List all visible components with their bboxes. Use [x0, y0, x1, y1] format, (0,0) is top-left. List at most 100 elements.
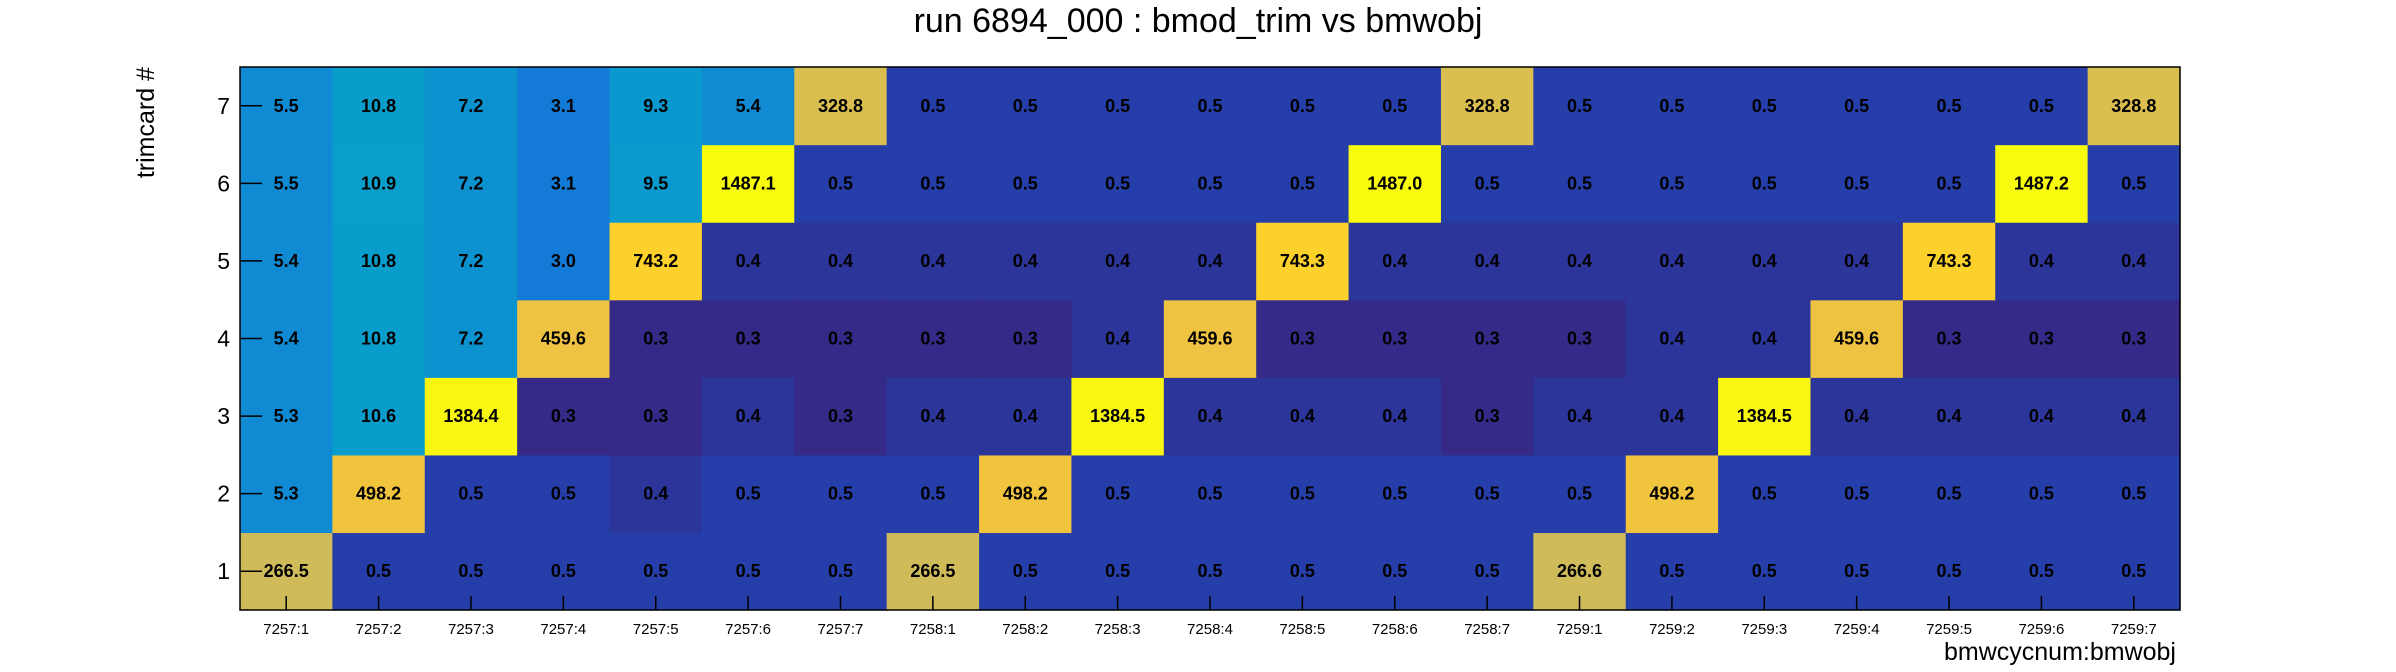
heatmap-cell [1902, 299, 1996, 378]
cell-value-label: 5.5 [274, 173, 299, 193]
cell-value-label: 0.5 [1290, 561, 1315, 581]
cell-value-label: 498.2 [356, 484, 401, 504]
cell-value-label: 0.4 [1013, 406, 1038, 426]
cell-value-label: 0.5 [2121, 561, 2146, 581]
x-tick-label: 7257:5 [633, 621, 679, 638]
heatmap-cell [424, 377, 518, 456]
x-tick-label: 7258:1 [910, 621, 956, 638]
cell-value-label: 0.5 [2029, 484, 2054, 504]
cell-value-label: 459.6 [1834, 329, 1879, 349]
heatmap-cell [332, 299, 426, 378]
heatmap-cell [609, 377, 703, 456]
heatmap-cell [1533, 377, 1627, 456]
x-tick-label: 7257:6 [725, 621, 771, 638]
heatmap-cell [979, 144, 1073, 223]
cell-value-label: 0.4 [1567, 406, 1592, 426]
cell-value-label: 0.5 [1475, 561, 1500, 581]
heatmap-cell [2087, 299, 2181, 378]
y-tick-label: 4 [217, 326, 230, 352]
cell-value-label: 0.5 [551, 561, 576, 581]
cell-value-label: 3.1 [551, 96, 576, 116]
heatmap-cell [332, 222, 426, 301]
cell-value-label: 5.3 [274, 406, 299, 426]
heatmap-cell [1625, 377, 1719, 456]
x-tick-label: 7259:4 [1834, 621, 1880, 638]
heatmap-cell [1440, 144, 1534, 223]
cell-value-label: 0.3 [2029, 329, 2054, 349]
heatmap-cell [1163, 144, 1257, 223]
heatmap-cell [1071, 144, 1165, 223]
heatmap-cell [1718, 299, 1812, 378]
cell-value-label: 0.4 [1659, 251, 1684, 271]
heatmap-cell [609, 67, 703, 146]
x-tick-label: 7259:7 [2111, 621, 2157, 638]
cell-value-label: 0.5 [1567, 173, 1592, 193]
heatmap-cell [1256, 144, 1350, 223]
cell-value-label: 0.5 [1013, 561, 1038, 581]
x-axis-title: bmwcycnum:bmwobj [1944, 638, 2176, 666]
cell-value-label: 0.5 [2029, 96, 2054, 116]
cell-value-label: 0.5 [828, 173, 853, 193]
cell-value-label: 0.3 [1475, 329, 1500, 349]
x-tick-label: 7258:3 [1095, 621, 1141, 638]
x-tick-label: 7257:2 [356, 621, 402, 638]
cell-value-label: 459.6 [541, 329, 586, 349]
x-tick-label: 7258:6 [1372, 621, 1418, 638]
heatmap-cell [886, 299, 980, 378]
x-tick-label: 7258:4 [1187, 621, 1233, 638]
cell-value-label: 0.5 [828, 561, 853, 581]
heatmap-cell [1533, 67, 1627, 146]
cell-value-label: 0.5 [1752, 173, 1777, 193]
heatmap-cell [517, 67, 611, 146]
heatmap-cell [609, 144, 703, 223]
heatmap-cell [332, 67, 426, 146]
heatmap-cell [1625, 144, 1719, 223]
cell-value-label: 266.6 [1557, 561, 1602, 581]
heatmap-cell [1348, 67, 1442, 146]
heatmap-cell [1625, 67, 1719, 146]
heatmap-cell [1071, 67, 1165, 146]
heatmap-cell [1718, 454, 1812, 534]
cell-value-label: 0.5 [1567, 484, 1592, 504]
heatmap-cell [794, 454, 888, 534]
heatmap-cell [886, 454, 980, 534]
cell-value-label: 10.6 [361, 406, 396, 426]
heatmap-cell [424, 454, 518, 534]
heatmap-cell [1440, 222, 1534, 301]
cell-value-label: 0.5 [1290, 96, 1315, 116]
heatmap-cell [2087, 454, 2181, 534]
cell-value-label: 0.4 [1567, 251, 1592, 271]
y-tick-label: 6 [217, 170, 230, 196]
heatmap-cell [886, 222, 980, 301]
cell-value-label: 743.3 [1927, 251, 1972, 271]
y-axis-ticks: 1 2 3 4 5 6 7 [217, 93, 262, 584]
cell-value-label: 0.5 [1659, 561, 1684, 581]
heatmap-cell [1256, 454, 1350, 534]
cell-value-label: 0.4 [2029, 251, 2054, 271]
cell-value-label: 1487.0 [1367, 173, 1422, 193]
heatmap-cell [1440, 454, 1534, 534]
heatmap-cell [1625, 454, 1719, 534]
cell-value-label: 0.4 [1290, 406, 1315, 426]
cell-value-label: 0.4 [920, 251, 945, 271]
cell-value-label: 9.3 [643, 96, 668, 116]
cell-value-label: 7.2 [458, 96, 483, 116]
heatmap-cell [1810, 299, 1904, 378]
cell-value-label: 0.5 [736, 484, 761, 504]
x-tick-label: 7258:5 [1279, 621, 1325, 638]
x-tick-label: 7259:6 [2018, 621, 2064, 638]
cell-value-label: 0.4 [736, 251, 761, 271]
heatmap-cell [1718, 377, 1812, 456]
x-tick-label: 7258:7 [1464, 621, 1510, 638]
heatmap-cell [424, 222, 518, 301]
cell-value-label: 0.4 [1013, 251, 1038, 271]
heatmap-cell [1718, 144, 1812, 223]
cell-value-label: 0.5 [1659, 96, 1684, 116]
x-tick-label: 7257:4 [540, 621, 586, 638]
cell-value-label: 0.5 [643, 561, 668, 581]
heatmap-cell [886, 144, 980, 223]
cell-value-label: 0.5 [2029, 561, 2054, 581]
cell-value-label: 0.4 [1844, 251, 1869, 271]
cell-value-label: 0.5 [1844, 484, 1869, 504]
cell-value-label: 0.4 [920, 406, 945, 426]
